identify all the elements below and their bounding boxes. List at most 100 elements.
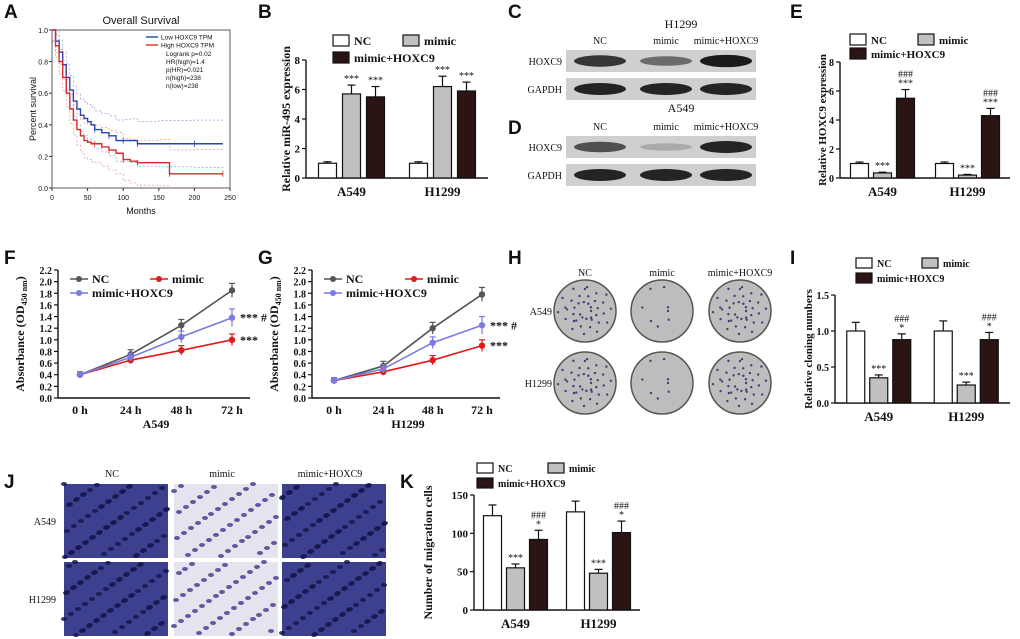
growth-point — [178, 322, 185, 329]
colony-dot — [744, 381, 748, 385]
colony-dot — [575, 391, 578, 394]
transwell-cell — [324, 513, 330, 517]
transwell-cell — [94, 618, 100, 622]
transwell-cell — [337, 565, 343, 569]
transwell-cell — [78, 580, 84, 584]
growth-annotation: *** — [240, 333, 258, 347]
km-x-tick: 50 — [84, 195, 92, 202]
transwell-cell — [138, 562, 144, 566]
blot-band — [574, 168, 626, 182]
colony-dot — [649, 287, 652, 291]
colony-dot — [744, 306, 748, 309]
bar-K-mimic+HOXC9-A549 — [528, 538, 549, 611]
transwell-cell — [305, 563, 311, 567]
panel-letter-f: F — [4, 248, 16, 269]
growth-x-tick: 48 h — [170, 403, 192, 417]
colony-dot — [582, 300, 586, 304]
bar-y-tick: 2 — [295, 144, 301, 156]
bar-legend-label: mimic+HOXC9 — [498, 479, 565, 490]
growth-y-tick: 0.0 — [40, 394, 53, 405]
transwell-column-label: mimic — [209, 469, 235, 480]
transwell-column-label: mimic+HOXC9 — [298, 469, 363, 480]
colony-dot — [734, 325, 738, 328]
colony-dot — [719, 378, 722, 381]
colony-dot — [726, 327, 729, 331]
bar-y-tick: 2 — [829, 145, 834, 156]
transwell-cell — [134, 553, 140, 557]
colony-dot — [760, 293, 763, 296]
transwell-cell — [218, 554, 224, 558]
transwell-cell — [252, 530, 258, 534]
bar-significance-mark: *** — [591, 558, 606, 569]
colony-dot — [564, 317, 567, 321]
colony-dot — [733, 294, 736, 298]
transwell-cell — [232, 544, 238, 548]
bar-y-tick: 0.0 — [817, 399, 830, 410]
transwell-cell — [147, 605, 153, 609]
transwell-cell — [312, 497, 318, 501]
colony-dot — [750, 402, 754, 405]
colony-plate — [708, 351, 772, 415]
bar-y-label-K: Number of migration cells — [421, 485, 435, 619]
growth-point — [228, 287, 236, 294]
colony-dot — [666, 306, 670, 309]
growth-line-NC — [333, 293, 483, 382]
plate-column-label: NC — [578, 268, 592, 279]
bar-significance-mark: ### — [982, 312, 997, 323]
bar-E-mimic+HOXC9-H1299 — [980, 115, 1001, 179]
transwell-cell — [174, 536, 180, 540]
bar-significance-mark: * — [899, 323, 904, 334]
transwell-cell — [356, 515, 362, 519]
colony-dot — [564, 306, 567, 309]
transwell-cell — [254, 565, 260, 569]
growth-y-tick: 2.0 — [294, 278, 307, 289]
growth-point — [178, 347, 185, 354]
transwell-cell — [326, 487, 332, 491]
growth-x-tick: 0 h — [326, 403, 342, 417]
transwell-cell — [245, 535, 251, 539]
growth-point — [429, 324, 436, 332]
km-x-tick: 150 — [153, 195, 165, 202]
colony-dot — [737, 300, 741, 304]
km-legend-label: Low HOXC9 TPM — [161, 35, 213, 42]
transwell-cell — [149, 579, 155, 583]
transwell-cell — [140, 610, 146, 614]
colony-dot — [578, 385, 582, 388]
colony-dot — [727, 287, 730, 291]
colony-dot — [578, 313, 582, 316]
bar-significance-mark: *** — [344, 74, 359, 85]
colony-dot — [736, 388, 739, 391]
transwell-cell — [73, 633, 79, 637]
panel-letter-c: C — [508, 2, 522, 23]
transwell-cell — [319, 627, 325, 631]
colony-dot — [609, 379, 613, 382]
transwell-cell — [282, 604, 288, 608]
transwell-cell — [64, 529, 70, 533]
bar-legend-swatch — [547, 462, 565, 474]
growth-line-mimic+HOXC9 — [333, 324, 483, 382]
colony-dot — [575, 319, 578, 322]
bar-E-mimic-H1299 — [957, 174, 978, 179]
growth-y-tick: 1.4 — [294, 313, 307, 324]
growth-y-tick: 0.2 — [40, 382, 53, 393]
transwell-cell — [66, 564, 72, 568]
colony-dot — [602, 384, 606, 387]
transwell-cell — [377, 561, 383, 565]
km-x-tick: 100 — [117, 195, 129, 202]
colony-dot — [744, 378, 748, 381]
bar-legend-swatch — [849, 47, 867, 60]
transwell-cell — [196, 631, 202, 635]
transwell-cell — [282, 543, 288, 547]
blot-band — [574, 55, 626, 67]
growth-point — [127, 354, 134, 361]
transwell-cell — [248, 508, 254, 512]
transwell-cell — [381, 583, 387, 587]
colony-dot — [719, 306, 722, 309]
colony-dot — [725, 371, 728, 374]
transwell-cell — [201, 578, 207, 582]
colony-dot — [570, 299, 573, 302]
panel-letter-h: H — [508, 248, 522, 269]
colony-dot — [750, 364, 753, 367]
colony-dot — [583, 287, 587, 291]
transwell-cell — [64, 590, 70, 594]
